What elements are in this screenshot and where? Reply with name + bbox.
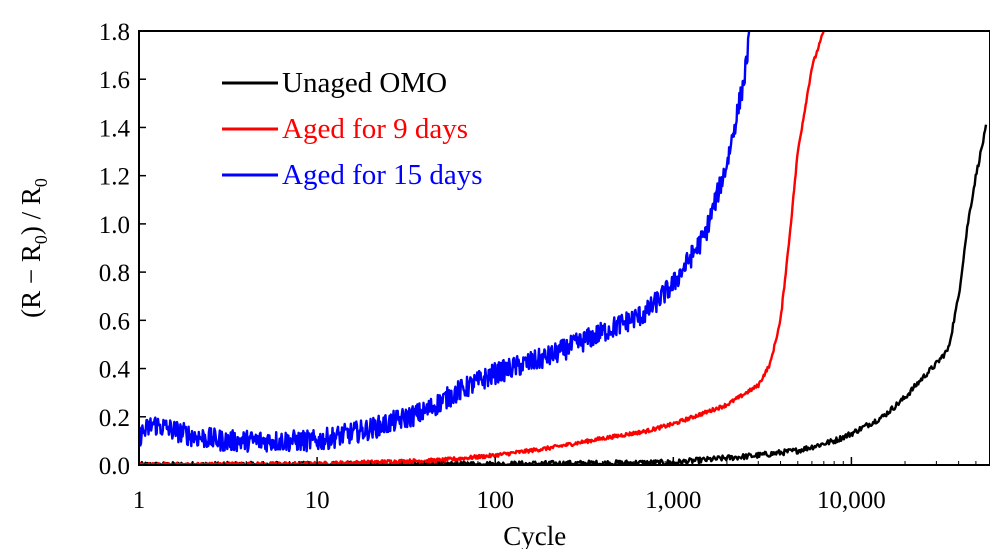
y-axis: 0.0 0.2 0.4 0.6 0.8 1.0 1.2 1.4 1.6 1.8: [99, 19, 146, 480]
y-tick-label: 0.2: [99, 405, 130, 432]
legend-label: Unaged OMO: [282, 67, 447, 99]
series-aged-9-days: [139, 31, 825, 465]
plot-frame: [138, 30, 990, 466]
series-layer: [139, 31, 988, 465]
y-tick-label: 0.8: [99, 260, 130, 287]
x-axis: 1 10 100 1,000 10,000: [133, 457, 990, 514]
x-tick-label: 10: [305, 487, 330, 514]
y-axis-label: (R − R0) / R0: [16, 178, 51, 318]
legend-item-aged-15-days: Aged for 15 days: [222, 159, 483, 191]
x-axis-label: Cycle: [503, 521, 566, 549]
y-tick-label: 0.4: [99, 357, 131, 384]
series-aged-15-days: [139, 31, 751, 453]
y-tick-label: 0.0: [99, 453, 130, 480]
y-tick-label: 1.2: [99, 164, 130, 191]
x-tick-label: 1,000: [645, 487, 701, 514]
x-tick-label: 1: [133, 487, 146, 514]
y-tick-label: 1.4: [99, 115, 131, 142]
x-tick-label: 10,000: [817, 487, 886, 514]
y-tick-label: 1.0: [99, 212, 130, 239]
legend-item-aged-9-days: Aged for 9 days: [222, 113, 468, 145]
legend-label: Aged for 15 days: [282, 159, 483, 191]
legend: Unaged OMO Aged for 9 days Aged for 15 day…: [222, 67, 483, 191]
x-tick-label: 100: [476, 487, 514, 514]
legend-label: Aged for 9 days: [282, 113, 468, 145]
y-tick-label: 1.8: [99, 19, 130, 46]
y-tick-label: 0.6: [99, 308, 130, 335]
y-tick-label: 1.6: [99, 67, 130, 94]
legend-item-unaged-omo: Unaged OMO: [222, 67, 447, 99]
